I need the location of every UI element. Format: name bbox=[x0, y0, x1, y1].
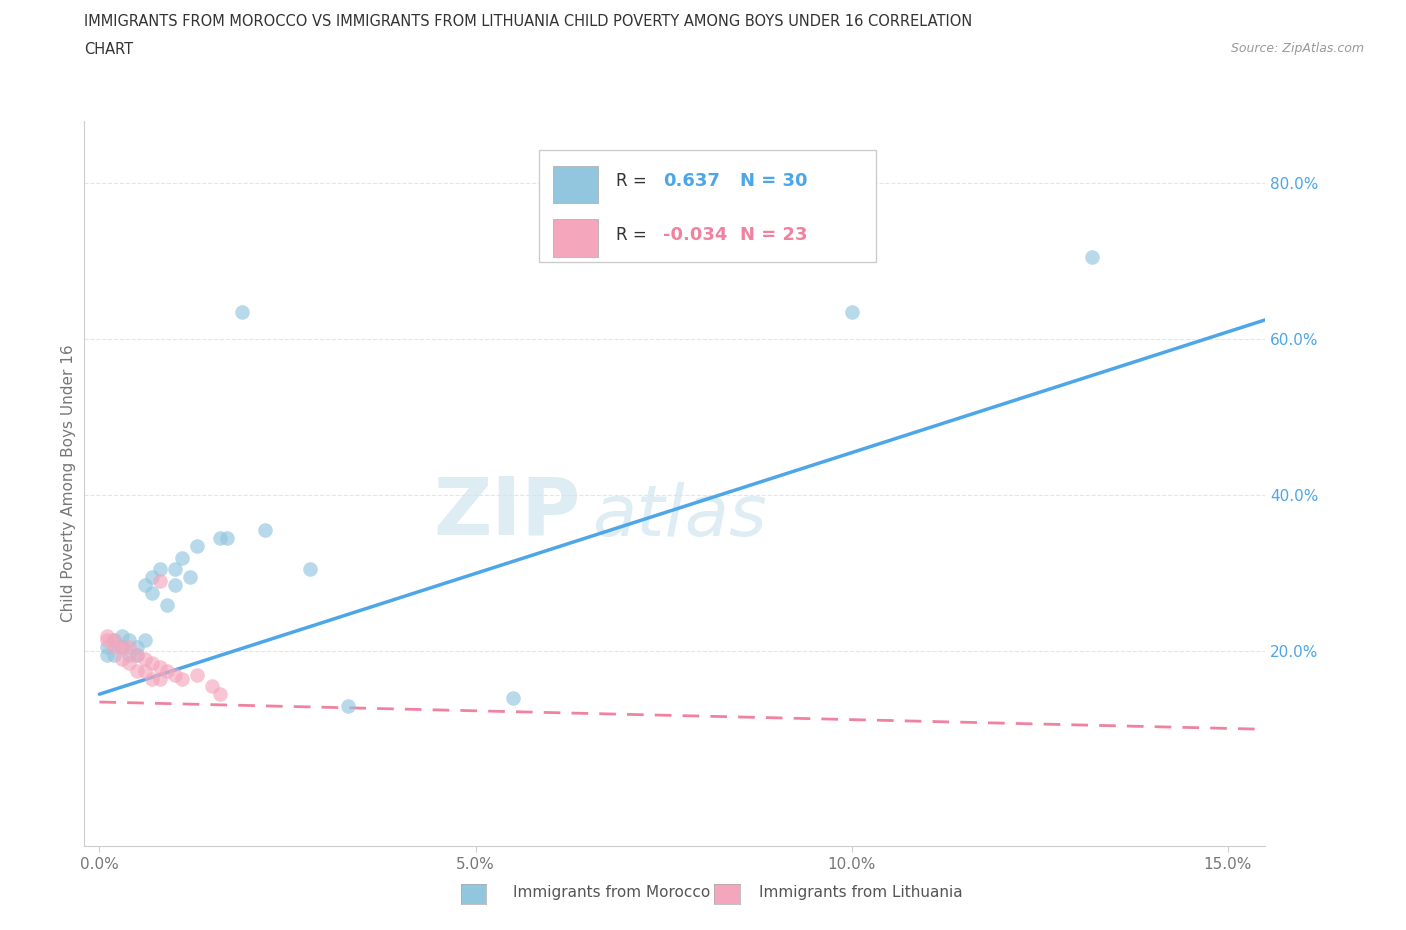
Point bbox=[111, 652, 134, 667]
Point bbox=[118, 632, 141, 647]
Point bbox=[125, 648, 148, 663]
Point bbox=[134, 663, 156, 678]
Text: atlas: atlas bbox=[592, 482, 766, 551]
Point bbox=[118, 640, 141, 655]
Bar bbox=[553, 219, 598, 258]
Point bbox=[141, 671, 163, 686]
Text: Source: ZipAtlas.com: Source: ZipAtlas.com bbox=[1230, 42, 1364, 55]
Text: 0.637: 0.637 bbox=[664, 172, 720, 190]
Point bbox=[149, 574, 172, 589]
Point bbox=[172, 671, 194, 686]
Y-axis label: Child Poverty Among Boys Under 16: Child Poverty Among Boys Under 16 bbox=[60, 345, 76, 622]
Point bbox=[125, 663, 148, 678]
Point bbox=[502, 691, 524, 706]
Point bbox=[111, 629, 134, 644]
Text: ZIP: ZIP bbox=[433, 473, 581, 551]
Point bbox=[96, 632, 118, 647]
Point bbox=[156, 597, 179, 612]
Point bbox=[201, 679, 224, 694]
Point bbox=[163, 562, 186, 577]
Point bbox=[179, 570, 201, 585]
Point bbox=[111, 640, 134, 655]
Point bbox=[125, 648, 148, 663]
Point bbox=[253, 523, 276, 538]
Point bbox=[1081, 250, 1104, 265]
Point bbox=[841, 304, 863, 319]
Point bbox=[217, 531, 239, 546]
Point bbox=[118, 656, 141, 671]
Point bbox=[336, 698, 359, 713]
Point bbox=[163, 667, 186, 682]
Point bbox=[156, 663, 179, 678]
Text: -0.034: -0.034 bbox=[664, 226, 727, 244]
Point bbox=[103, 632, 125, 647]
Point bbox=[141, 570, 163, 585]
Point bbox=[208, 531, 231, 546]
Text: CHART: CHART bbox=[84, 42, 134, 57]
Point bbox=[96, 640, 118, 655]
Point bbox=[103, 632, 125, 647]
Text: R =: R = bbox=[616, 172, 652, 190]
Point bbox=[96, 629, 118, 644]
Point bbox=[299, 562, 322, 577]
Text: Immigrants from Lithuania: Immigrants from Lithuania bbox=[759, 885, 963, 900]
Point bbox=[134, 578, 156, 592]
Point bbox=[149, 659, 172, 674]
Point bbox=[141, 585, 163, 600]
Point bbox=[111, 640, 134, 655]
Point bbox=[141, 656, 163, 671]
Bar bbox=[553, 166, 598, 204]
Point bbox=[134, 632, 156, 647]
Text: N = 30: N = 30 bbox=[740, 172, 807, 190]
Text: R =: R = bbox=[616, 226, 652, 244]
Point bbox=[186, 667, 208, 682]
Point bbox=[186, 538, 208, 553]
Point bbox=[149, 671, 172, 686]
Point bbox=[103, 648, 125, 663]
Point bbox=[134, 652, 156, 667]
Point bbox=[125, 640, 148, 655]
Text: N = 23: N = 23 bbox=[740, 226, 807, 244]
Point bbox=[96, 648, 118, 663]
Text: IMMIGRANTS FROM MOROCCO VS IMMIGRANTS FROM LITHUANIA CHILD POVERTY AMONG BOYS UN: IMMIGRANTS FROM MOROCCO VS IMMIGRANTS FR… bbox=[84, 14, 973, 29]
Point bbox=[163, 578, 186, 592]
FancyBboxPatch shape bbox=[538, 150, 876, 262]
Point bbox=[208, 686, 231, 701]
Point bbox=[149, 562, 172, 577]
Point bbox=[118, 648, 141, 663]
Point bbox=[172, 551, 194, 565]
Point bbox=[103, 640, 125, 655]
Text: Immigrants from Morocco: Immigrants from Morocco bbox=[513, 885, 710, 900]
Point bbox=[231, 304, 253, 319]
